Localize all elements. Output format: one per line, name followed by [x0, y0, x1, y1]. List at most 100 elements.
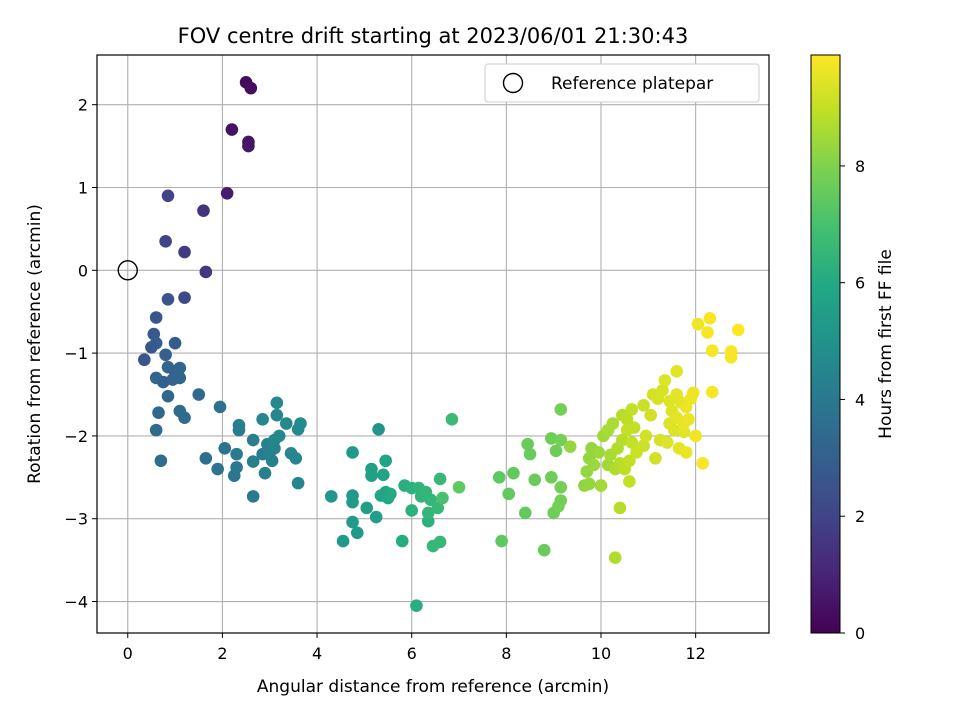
data-point [270, 396, 284, 410]
colorbar-tick-label: 0 [855, 624, 865, 643]
legend: Reference platepar [484, 63, 760, 103]
data-point [431, 501, 445, 515]
data-point [246, 490, 260, 503]
data-point [545, 432, 558, 445]
colorbar-gradient [810, 54, 841, 634]
data-point [369, 510, 383, 524]
data-point [554, 403, 568, 416]
data-point [377, 468, 390, 482]
data-point [703, 312, 717, 325]
data-point [211, 462, 224, 476]
y-axis-label: Rotation from reference (arcmin) [25, 204, 45, 484]
y-tick-label: 1 [78, 178, 88, 197]
x-tick-label: 12 [685, 644, 705, 663]
data-point [625, 403, 639, 416]
colorbar-ticks: 0 2 4 6 8 [840, 157, 865, 643]
data-point [436, 491, 449, 505]
data-point [613, 501, 627, 515]
data-point [242, 139, 255, 153]
data-point [192, 388, 206, 401]
data-point [152, 406, 165, 420]
data-point [528, 473, 542, 487]
data-point [410, 599, 423, 612]
x-tick-label: 8 [501, 644, 511, 663]
data-point [346, 495, 359, 509]
data-point [256, 413, 269, 426]
y-tick-label: −3 [64, 510, 88, 529]
data-point [154, 454, 168, 468]
data-point [336, 534, 350, 548]
data-point [433, 472, 447, 486]
data-point [649, 451, 662, 465]
data-point [197, 204, 210, 217]
data-point [360, 501, 374, 515]
data-point [395, 534, 409, 548]
data-point [731, 323, 745, 337]
legend-entry: Reference platepar [551, 74, 713, 94]
data-point [159, 235, 172, 248]
x-axis-ticks: 0 2 4 6 8 10 12 [123, 633, 706, 663]
data-point [623, 475, 636, 488]
data-point [258, 466, 272, 480]
data-point [668, 423, 681, 437]
colorbar: 0 2 4 6 8 Hours from first FF file [810, 54, 896, 643]
data-point [220, 186, 234, 200]
data-point [608, 551, 622, 564]
data-point [232, 423, 246, 437]
x-tick-label: 0 [123, 644, 133, 663]
colorbar-tick-label: 4 [855, 390, 865, 409]
data-point [161, 389, 175, 403]
data-point [178, 291, 191, 304]
data-point [724, 345, 738, 358]
data-point [421, 506, 435, 520]
data-point [660, 436, 674, 449]
data-point [625, 436, 639, 449]
data-point [218, 442, 232, 455]
data-point [265, 454, 279, 468]
data-point [244, 81, 258, 95]
data-point [637, 398, 650, 412]
data-points [138, 76, 745, 612]
data-point [492, 471, 506, 484]
data-point [518, 506, 532, 520]
data-point [346, 515, 359, 529]
data-point [582, 477, 596, 491]
reference-marker-group [117, 260, 138, 281]
data-point [199, 451, 213, 465]
data-point [679, 446, 693, 459]
colorbar-tick-label: 2 [855, 507, 865, 526]
y-tick-label: −1 [64, 344, 88, 363]
data-point [225, 123, 239, 136]
data-point [230, 461, 243, 474]
data-point [637, 439, 650, 453]
chart-title: FOV centre drift starting at 2023/06/01 … [178, 24, 689, 48]
x-tick-label: 10 [591, 644, 611, 663]
data-point [346, 446, 359, 459]
data-point [168, 336, 182, 350]
plot-frame [96, 54, 770, 634]
data-point [149, 423, 163, 437]
data-point [291, 476, 305, 490]
data-point [656, 384, 669, 397]
x-tick-label: 4 [312, 644, 322, 663]
data-point [452, 480, 466, 494]
data-point [178, 411, 191, 424]
data-point [554, 494, 568, 507]
data-point [705, 344, 719, 357]
legend-marker-icon [502, 72, 524, 94]
data-point [350, 526, 364, 540]
data-point [620, 413, 634, 426]
data-point [682, 413, 695, 426]
data-point [615, 433, 629, 447]
data-point [521, 437, 534, 451]
y-tick-label: 0 [78, 261, 88, 280]
y-axis-ticks: −4 −3 −2 −1 0 1 2 [64, 96, 97, 612]
data-point [701, 326, 714, 339]
data-point [173, 371, 187, 385]
data-point [537, 543, 551, 557]
data-point [294, 417, 307, 430]
x-tick-label: 2 [217, 644, 227, 663]
data-point [161, 189, 175, 203]
data-point [523, 447, 537, 461]
data-point [691, 317, 705, 331]
